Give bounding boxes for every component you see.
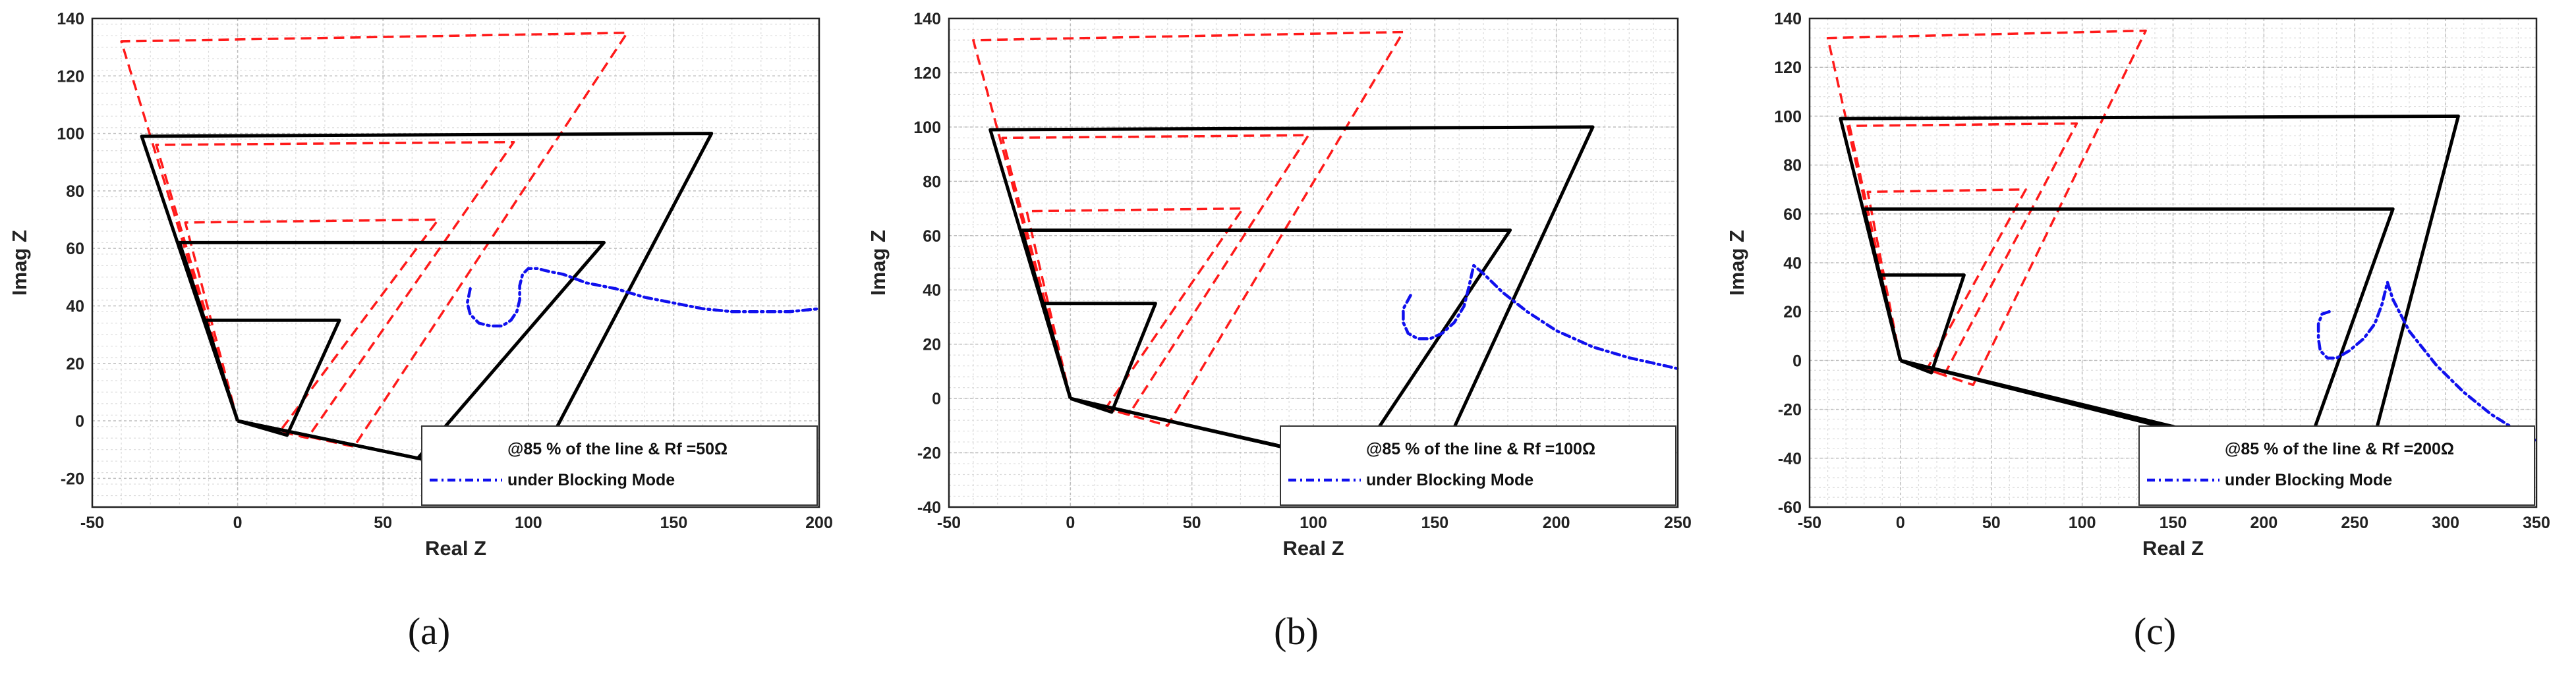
legend-text-line2: under Blocking Mode (507, 471, 675, 489)
y-tick-label: 80 (923, 173, 941, 191)
y-tick-label: 60 (1783, 205, 1802, 224)
y-axis-label: Imag Z (867, 230, 890, 296)
y-tick-label: 20 (1783, 303, 1802, 321)
x-tick-label: 50 (1982, 514, 2001, 532)
legend-box (2138, 425, 2535, 506)
x-axis-label: Real Z (1282, 537, 1344, 560)
panel-caption-b: (b) (1274, 610, 1319, 653)
impedance-trajectory (465, 267, 821, 328)
y-tick-label: 40 (1783, 254, 1802, 273)
zone-black-3 (204, 318, 341, 437)
y-tick-label: 80 (66, 182, 84, 201)
impedance-trajectory (2316, 281, 2538, 443)
legend-text-line2: under Blocking Mode (1366, 471, 1533, 489)
y-tick-label: 140 (913, 10, 941, 28)
panel-caption-c: (c) (2133, 610, 2177, 653)
y-tick-label: 100 (913, 119, 941, 137)
chart-panel-a: -50 0 50 100 150 200 -20 0 20 40 60 80 100 120 140 Real… (0, 0, 859, 677)
x-tick-label: 150 (660, 514, 688, 532)
chart-svg-a: -50 0 50 100 150 200 -20 0 20 40 60 80 100 120 140 Real… (8, 10, 833, 560)
y-axis-label: Imag Z (1725, 230, 1748, 296)
x-tick-label: 100 (2069, 514, 2096, 532)
x-tick-label: 200 (1543, 514, 1570, 532)
y-tick-label: 0 (75, 412, 84, 431)
x-tick-label: 250 (2341, 514, 2368, 532)
legend-box (421, 425, 818, 506)
y-tick-label: 0 (932, 390, 941, 408)
zone-black-3 (1879, 273, 1966, 375)
y-tick-label: 20 (66, 355, 84, 373)
chart-panel-c: -50 0 50 100 150 200 250 300 350 -60 -40 -20 0 20 40 60… (1717, 0, 2576, 677)
chart-svg-b: -50 0 50 100 150 200 250 -40 -20 0 20 40 60 80 100 120 1… (867, 10, 1692, 560)
y-tick-label: 100 (1774, 107, 1802, 126)
y-tick-label: -20 (917, 445, 941, 463)
impedance-trajectory (1402, 263, 1680, 371)
legend-text-line1: @85 % of the line & Rf =50Ω (507, 440, 728, 458)
axes-box (1808, 17, 2538, 508)
zone-red-1 (972, 30, 1405, 427)
axes-box (948, 17, 1679, 508)
zone-black-2 (177, 240, 606, 460)
y-axis-label: Imag Z (8, 230, 31, 296)
y-tick-label: 140 (1774, 10, 1802, 28)
x-tick-label: 200 (805, 514, 833, 532)
y-tick-label: 40 (923, 281, 941, 300)
axes-box (91, 17, 820, 508)
x-tick-label: 100 (515, 514, 542, 532)
y-tick-label: 120 (57, 67, 84, 86)
y-tick-label: 100 (57, 125, 84, 144)
chart-svg-c: -50 0 50 100 150 200 250 300 350 -60 -40 -20 0 20 40 60… (1725, 10, 2550, 560)
y-tick-label: 0 (1792, 352, 1802, 370)
y-tick-label: -20 (61, 470, 84, 488)
y-tick-label: -40 (917, 499, 941, 517)
y-tick-label: 40 (66, 297, 84, 315)
zone-red-2 (155, 140, 515, 439)
x-tick-label: 300 (2432, 514, 2459, 532)
x-tick-label: -50 (937, 514, 961, 532)
x-tick-label: 0 (1896, 514, 1905, 532)
x-tick-label: -50 (1798, 514, 1821, 532)
x-tick-label: 250 (1664, 514, 1692, 532)
y-tick-label: 140 (57, 10, 84, 28)
y-tick-label: -20 (1778, 401, 1802, 420)
x-tick-label: 350 (2523, 514, 2550, 532)
panel-caption-a: (a) (407, 610, 451, 653)
x-tick-label: 150 (1421, 514, 1448, 532)
y-tick-label: 60 (66, 240, 84, 258)
zone-red-2 (1001, 134, 1310, 416)
x-tick-label: 50 (1183, 514, 1201, 532)
legend-text-line1: @85 % of the line & Rf =100Ω (1366, 440, 1595, 458)
zone-red-1 (1826, 29, 2147, 387)
x-tick-label: 200 (2250, 514, 2278, 532)
y-tick-label: -60 (1778, 499, 1802, 517)
zone-black-2 (1020, 229, 1512, 466)
y-tick-label: 20 (923, 336, 941, 354)
x-tick-label: 0 (233, 514, 243, 532)
y-tick-label: 120 (1774, 59, 1802, 77)
y-tick-label: 60 (923, 227, 941, 246)
x-tick-label: 0 (1066, 514, 1075, 532)
x-tick-label: 150 (2160, 514, 2187, 532)
x-axis-label: Real Z (425, 537, 486, 560)
legend-text-line1: @85 % of the line & Rf =200Ω (2225, 440, 2454, 458)
x-tick-label: -50 (80, 514, 104, 532)
y-tick-label: -40 (1778, 450, 1802, 468)
zone-red-3 (1866, 188, 2027, 369)
legend-text-line2: under Blocking Mode (2225, 471, 2392, 489)
y-tick-label: 120 (913, 64, 941, 82)
zone-black-3 (1042, 302, 1157, 414)
y-tick-label: 80 (1783, 157, 1802, 175)
x-tick-label: 50 (374, 514, 392, 532)
legend-box (1280, 425, 1676, 506)
x-tick-label: 100 (1300, 514, 1327, 532)
chart-panel-b: -50 0 50 100 150 200 250 -40 -20 0 20 40 60 80 100 120 1… (859, 0, 1717, 677)
x-axis-label: Real Z (2142, 537, 2204, 560)
